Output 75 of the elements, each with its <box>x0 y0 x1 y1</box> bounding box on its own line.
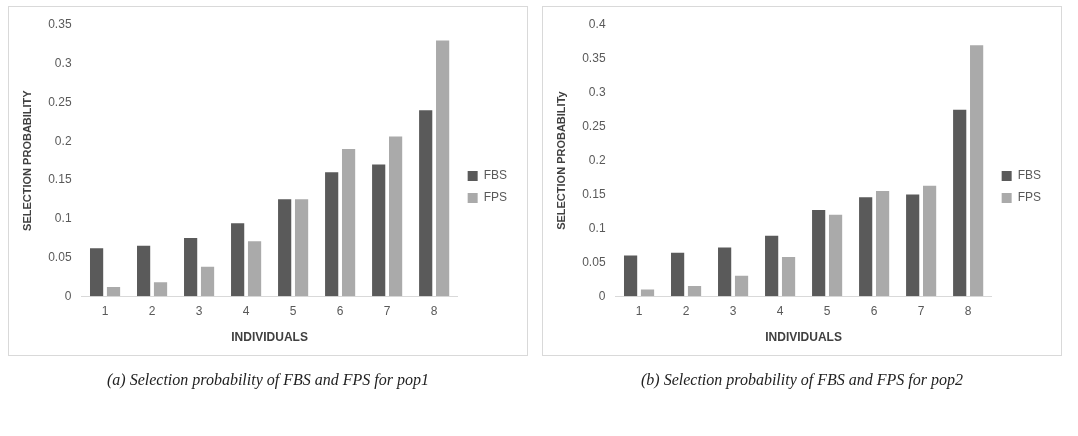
text: (b) Selection probability of FBS and FPS for pop2 <box>640 370 964 391</box>
bar <box>106 286 121 297</box>
y-tick-label: 0.25 <box>48 94 72 109</box>
x-tick-label: 2 <box>682 303 690 318</box>
y-tick-label: 0.3 <box>54 56 72 71</box>
y-tick-label: 0 <box>64 288 72 303</box>
bar <box>812 210 826 297</box>
y-tick-label: 0.35 <box>582 51 606 66</box>
x-tick-label: 3 <box>195 303 203 318</box>
y-tick-label: 0.05 <box>582 254 606 269</box>
x-tick-label: 6 <box>870 303 878 318</box>
x-axis-title: INDIVIDUALS <box>231 330 308 345</box>
x-axis-title: INDIVIDUALS <box>765 330 842 345</box>
bar <box>294 199 309 297</box>
bar <box>389 136 403 297</box>
bar <box>624 255 638 297</box>
bar <box>906 194 920 297</box>
x-tick-label: 3 <box>729 303 737 318</box>
legend-label: FBS <box>1017 168 1042 183</box>
text: (a) Selection probability of FBS and FPS for pop1 <box>106 370 430 391</box>
bar <box>137 245 151 297</box>
bar <box>765 235 779 297</box>
bar <box>859 197 873 297</box>
bar <box>372 164 386 297</box>
legend-label: FPS <box>1017 190 1042 205</box>
x-tick-label: 1 <box>101 303 109 318</box>
y-tick-label: 0.4 <box>588 17 606 32</box>
bar <box>875 191 890 297</box>
x-tick-label: 5 <box>289 303 297 318</box>
bar <box>734 275 749 297</box>
y-tick-label: 0.1 <box>588 220 606 235</box>
x-tick-label: 7 <box>383 303 391 318</box>
bar <box>687 286 702 297</box>
y-tick-label: 0.25 <box>582 119 606 134</box>
legend-label: FPS <box>483 190 508 205</box>
bar <box>419 110 433 297</box>
bar <box>278 199 292 297</box>
y-tick-label: 0.1 <box>54 211 72 226</box>
x-tick-label: 1 <box>635 303 643 318</box>
y-axis-title: SELECTION PROBABILITY <box>20 89 33 231</box>
x-tick-label: 4 <box>776 303 784 318</box>
bar <box>200 266 215 297</box>
x-tick-label: 2 <box>148 303 156 318</box>
bar <box>970 45 984 297</box>
y-tick-label: 0.35 <box>48 17 72 32</box>
bar <box>325 172 339 297</box>
y-tick-label: 0.05 <box>48 249 72 264</box>
y-tick-label: 0.2 <box>588 152 606 167</box>
x-tick-label: 8 <box>430 303 438 318</box>
x-tick-label: 7 <box>917 303 925 318</box>
y-tick-label: 0.15 <box>48 172 72 187</box>
y-tick-label: 0.3 <box>588 85 606 100</box>
bar <box>781 256 796 297</box>
bar <box>90 248 104 297</box>
bar <box>953 109 967 297</box>
y-tick-label: 0.15 <box>582 186 606 201</box>
bar <box>247 241 262 297</box>
y-tick-label: 0 <box>598 288 606 303</box>
bar <box>923 185 937 297</box>
legend-label: FBS <box>483 168 508 183</box>
bar <box>341 148 356 297</box>
x-tick-label: 5 <box>823 303 831 318</box>
y-axis-title: SELECTION PROBABILITy <box>554 90 567 230</box>
bar <box>828 214 843 297</box>
bar <box>718 247 732 297</box>
bar <box>640 289 655 297</box>
y-tick-label: 0.2 <box>54 133 72 148</box>
x-tick-label: 4 <box>242 303 250 318</box>
x-tick-label: 8 <box>964 303 972 318</box>
x-tick-label: 6 <box>336 303 344 318</box>
bar <box>436 40 450 297</box>
bar <box>671 252 685 297</box>
bar <box>231 223 245 297</box>
bar <box>153 282 168 297</box>
bar <box>184 238 198 297</box>
